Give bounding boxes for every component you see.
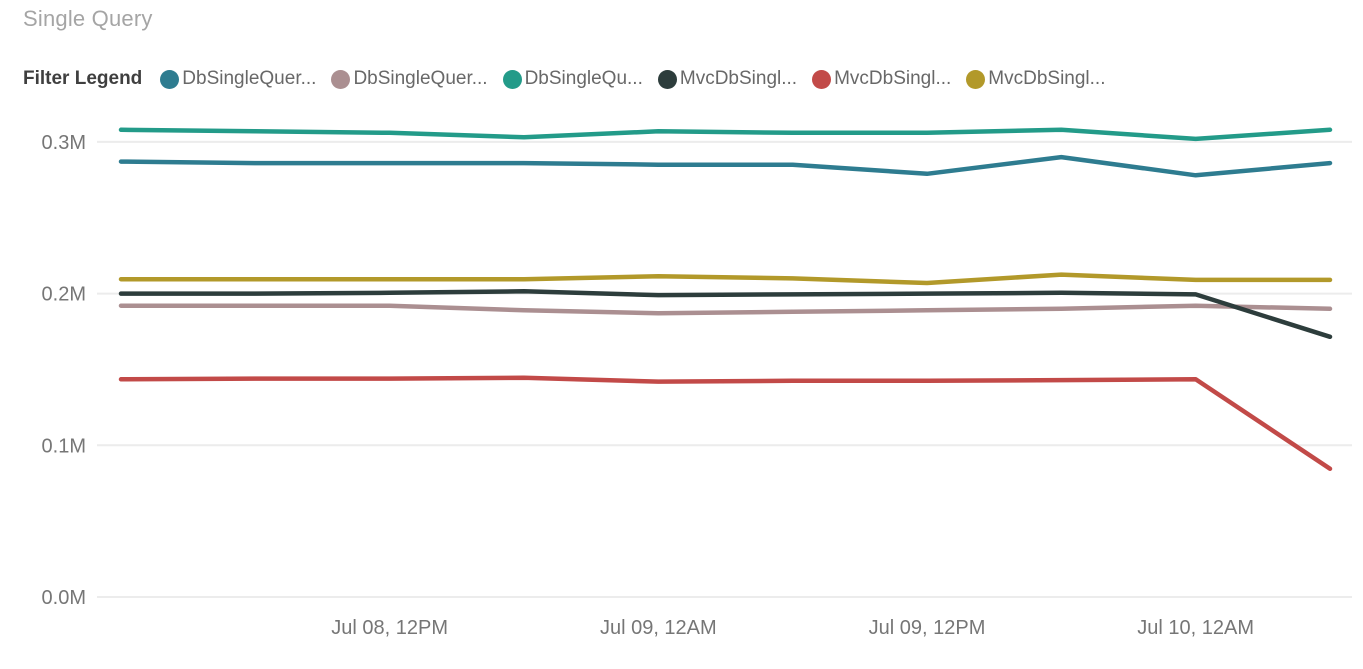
legend-items: DbSingleQuer... DbSingleQuer... DbSingleQu… [160, 68, 1120, 90]
y-axis-tick-label: 0.0M [42, 587, 86, 609]
legend-item-1[interactable]: DbSingleQuer... [331, 68, 488, 90]
legend-swatch-icon [331, 69, 351, 89]
y-axis-tick-label: 0.1M [42, 435, 86, 457]
series-line-1[interactable] [118, 303, 1333, 316]
series-line-0[interactable] [118, 154, 1333, 178]
legend-item-0[interactable]: DbSingleQuer... [160, 68, 316, 90]
x-axis-tick-label: Jul 10, 12AM [1137, 617, 1254, 639]
legend-swatch-icon [812, 69, 832, 89]
legend-swatch-icon [160, 69, 180, 89]
legend-item-label: MvcDbSingl... [834, 68, 952, 89]
legend-item-label: DbSingleQuer... [182, 68, 317, 89]
page-title: Single Query [23, 6, 153, 31]
legend-swatch-icon [502, 69, 522, 89]
series-line-3[interactable] [118, 289, 1333, 340]
legend-item-4[interactable]: MvcDbSingl... [812, 68, 951, 90]
x-axis-tick-label: Jul 09, 12PM [869, 617, 986, 639]
legend-item-label: MvcDbSingl... [679, 68, 798, 89]
x-axis-tick-label: Jul 08, 12PM [331, 617, 448, 639]
legend-item-label: DbSingleQu... [524, 68, 643, 89]
filter-legend-label: Filter Legend [23, 68, 143, 89]
series-line-2[interactable] [118, 127, 1333, 142]
series-line-4[interactable] [118, 375, 1333, 472]
legend-item-label: MvcDbSingl... [988, 68, 1106, 89]
y-axis-tick-label: 0.2M [42, 284, 86, 306]
legend-item-3[interactable]: MvcDbSingl... [657, 68, 798, 90]
series-line-5[interactable] [118, 272, 1333, 286]
y-axis-tick-label: 0.3M [42, 132, 86, 154]
legend-swatch-icon [966, 69, 986, 89]
legend-item-5[interactable]: MvcDbSingl... [966, 68, 1105, 90]
filter-legend: Filter Legend DbSingleQuer... DbSingleQue… [23, 64, 1120, 94]
x-axis-tick-label: Jul 09, 12AM [600, 617, 717, 639]
legend-swatch-icon [657, 69, 677, 89]
legend-item-label: DbSingleQuer... [353, 68, 488, 89]
legend-item-2[interactable]: DbSingleQu... [502, 68, 643, 90]
